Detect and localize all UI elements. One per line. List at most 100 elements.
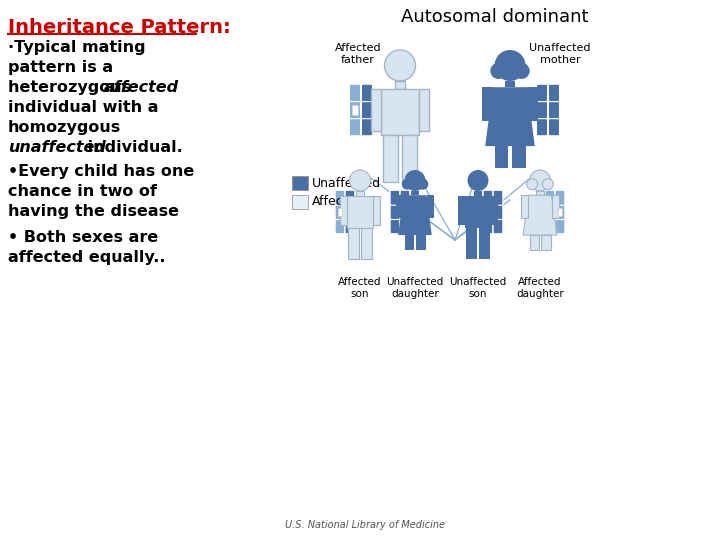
FancyBboxPatch shape [483,219,493,234]
FancyBboxPatch shape [345,205,355,219]
Circle shape [542,179,554,190]
FancyBboxPatch shape [493,219,503,234]
FancyBboxPatch shape [335,190,345,205]
Polygon shape [485,87,535,146]
Bar [521,195,528,218]
Bar [371,89,382,131]
Text: U.S. National Library of Medicine: U.S. National Library of Medicine [285,520,445,530]
Text: individual with a: individual with a [8,100,158,115]
FancyBboxPatch shape [335,205,345,219]
Bar [395,81,405,89]
Text: Affected
son: Affected son [338,277,382,299]
Text: homozygous: homozygous [8,120,121,135]
Bar [338,208,343,216]
Bar [356,191,364,196]
Bar [411,191,418,195]
Circle shape [405,170,426,191]
Bar [482,87,493,122]
Bar [552,195,559,218]
Bar [292,195,308,209]
FancyBboxPatch shape [483,190,493,205]
Text: heterozygous: heterozygous [8,80,137,95]
Bar [292,176,308,190]
FancyBboxPatch shape [390,219,400,234]
Circle shape [349,170,371,191]
FancyBboxPatch shape [549,84,559,102]
Circle shape [418,179,428,190]
Text: affected: affected [104,80,179,95]
Text: unaffected: unaffected [8,140,106,155]
Bar [511,146,526,168]
FancyBboxPatch shape [345,219,355,234]
Bar [383,135,398,182]
FancyBboxPatch shape [555,219,565,234]
Bar [340,196,347,225]
Bar [348,228,359,259]
Bar [373,196,380,225]
Bar [474,191,482,196]
Text: Unaffected
mother: Unaffected mother [529,43,590,65]
FancyBboxPatch shape [349,84,361,102]
Text: Unaffected: Unaffected [312,177,381,190]
Bar [382,89,418,135]
Circle shape [490,63,506,79]
Text: ·Typical mating: ·Typical mating [8,40,145,55]
Text: Affected: Affected [312,195,364,208]
FancyBboxPatch shape [361,102,372,119]
FancyBboxPatch shape [361,84,372,102]
Text: pattern is a: pattern is a [8,60,113,75]
Bar [418,89,429,131]
Bar [479,228,490,259]
Bar [458,196,465,225]
Circle shape [495,50,526,81]
Circle shape [526,179,538,190]
Polygon shape [398,195,432,235]
FancyBboxPatch shape [390,190,400,205]
Text: Unaffected
son: Unaffected son [449,277,507,299]
FancyBboxPatch shape [335,219,345,234]
FancyBboxPatch shape [536,102,547,119]
Text: affected equally..: affected equally.. [8,250,166,265]
Bar [527,87,538,122]
Polygon shape [523,195,557,235]
FancyBboxPatch shape [349,102,361,119]
Text: having the disease: having the disease [8,204,179,219]
Text: Affected
daughter: Affected daughter [516,277,564,299]
Bar [416,235,426,250]
Circle shape [384,50,415,81]
Bar [361,228,372,259]
FancyBboxPatch shape [555,190,565,205]
FancyBboxPatch shape [555,205,565,219]
Bar [536,191,544,195]
Bar [557,208,562,216]
FancyBboxPatch shape [549,118,559,136]
FancyBboxPatch shape [493,190,503,205]
Circle shape [467,170,488,191]
FancyBboxPatch shape [545,190,555,205]
Bar [529,235,539,250]
Text: Unaffected
daughter: Unaffected daughter [387,277,444,299]
Bar [467,228,477,259]
Text: Inheritance Pattern:: Inheritance Pattern: [8,18,230,37]
Bar [396,195,403,218]
Bar [465,196,490,228]
FancyBboxPatch shape [549,102,559,119]
Bar [505,81,516,87]
Circle shape [529,170,551,191]
Text: chance in two of: chance in two of [8,184,157,199]
FancyBboxPatch shape [536,118,547,136]
Bar [352,105,358,115]
Text: Affected
father: Affected father [335,43,382,65]
Bar [426,195,434,218]
FancyBboxPatch shape [349,118,361,136]
Text: individual.: individual. [82,140,183,155]
Bar [405,235,414,250]
FancyBboxPatch shape [345,190,355,205]
Circle shape [513,63,530,79]
FancyBboxPatch shape [493,205,503,219]
FancyBboxPatch shape [483,205,493,219]
Bar [541,235,551,250]
Text: • Both sexes are: • Both sexes are [8,230,158,245]
FancyBboxPatch shape [400,205,410,219]
FancyBboxPatch shape [536,84,547,102]
